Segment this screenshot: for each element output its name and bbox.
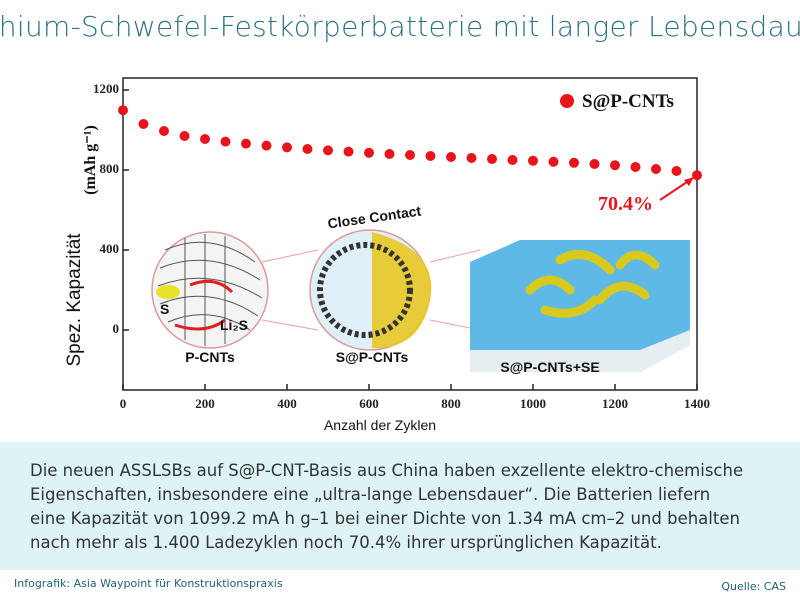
data-point <box>528 155 538 166</box>
data-point <box>118 105 128 116</box>
data-point <box>692 170 702 181</box>
annotation: 70.4% <box>598 193 653 215</box>
annotation: S@P-CNTs+SE <box>500 359 599 375</box>
data-point <box>589 159 600 169</box>
x-tick-label: 0 <box>120 396 127 411</box>
arrow <box>659 179 691 201</box>
source: Quelle: CAS <box>721 580 786 593</box>
legend-marker <box>560 94 574 108</box>
arrow-head <box>684 177 694 186</box>
description-line: Die neuen ASSLSBs auf S@P-CNT-Basis aus … <box>30 461 743 480</box>
data-point <box>651 164 661 174</box>
plot-frame <box>122 77 698 391</box>
data-point <box>282 142 292 153</box>
y-axis-label: Spez. Kapazität <box>64 233 85 367</box>
data-point <box>302 144 313 154</box>
x-axis-label: Anzahl der Zyklen <box>324 417 436 433</box>
x-tick-label: 1000 <box>520 396 546 411</box>
data-point <box>220 136 231 147</box>
x-tick-label: 600 <box>359 396 379 411</box>
description-line: nach mehr als 1.400 Ladezyklen noch 70.4… <box>30 533 662 552</box>
x-tick-label: 200 <box>195 396 215 411</box>
data-point <box>323 145 333 156</box>
annotation: S <box>160 301 169 317</box>
data-point <box>138 119 149 129</box>
description-line: Eigenschaften, insbesondere eine „ultra-… <box>30 485 710 504</box>
data-point <box>487 154 497 164</box>
description: Die neuen ASSLSBs auf S@P-CNT-Basis aus … <box>30 461 743 552</box>
data-point <box>384 149 395 159</box>
data-point <box>610 160 620 171</box>
annotation: P-CNTs <box>185 349 235 365</box>
x-tick-label: 800 <box>441 396 461 411</box>
data-point <box>200 134 210 144</box>
data-point <box>507 155 518 165</box>
data-point <box>343 146 354 157</box>
x-tick-label: 1200 <box>602 396 628 411</box>
y-tick-label: 1200 <box>93 81 119 96</box>
data-point <box>405 150 415 160</box>
data-point <box>466 153 477 163</box>
data-point <box>241 138 251 149</box>
data-point <box>159 126 169 136</box>
illustration <box>151 229 690 372</box>
data-point <box>569 157 579 168</box>
x-tick-label: 1400 <box>684 396 710 411</box>
x-tick-label: 400 <box>277 396 297 411</box>
data-point <box>179 131 190 141</box>
description-line: eine Kapazität von 1099.2 mA h g–1 bei e… <box>30 509 740 528</box>
y-tick-label: 800 <box>100 161 120 176</box>
title: Lithium-Schwefel-Festkörperbatterie mit … <box>0 10 800 43</box>
annotation: S@P-CNTs <box>336 349 409 365</box>
y-tick-label: 0 <box>113 321 120 336</box>
y-axis-unit: (mAh g⁻¹) <box>82 125 99 195</box>
annotation: Li₂S <box>220 317 248 333</box>
y-tick-label: 400 <box>100 241 120 256</box>
legend-label: S@P-CNTs <box>582 91 674 112</box>
data-point <box>425 151 436 161</box>
data-point <box>548 156 559 167</box>
data-point <box>446 152 456 162</box>
data-point <box>630 162 641 172</box>
data-point <box>364 147 374 158</box>
description-box <box>0 442 800 570</box>
data-point <box>261 140 272 151</box>
data-point <box>671 166 682 176</box>
credit: Infografik: Asia Waypoint für Konstrukti… <box>14 577 283 590</box>
